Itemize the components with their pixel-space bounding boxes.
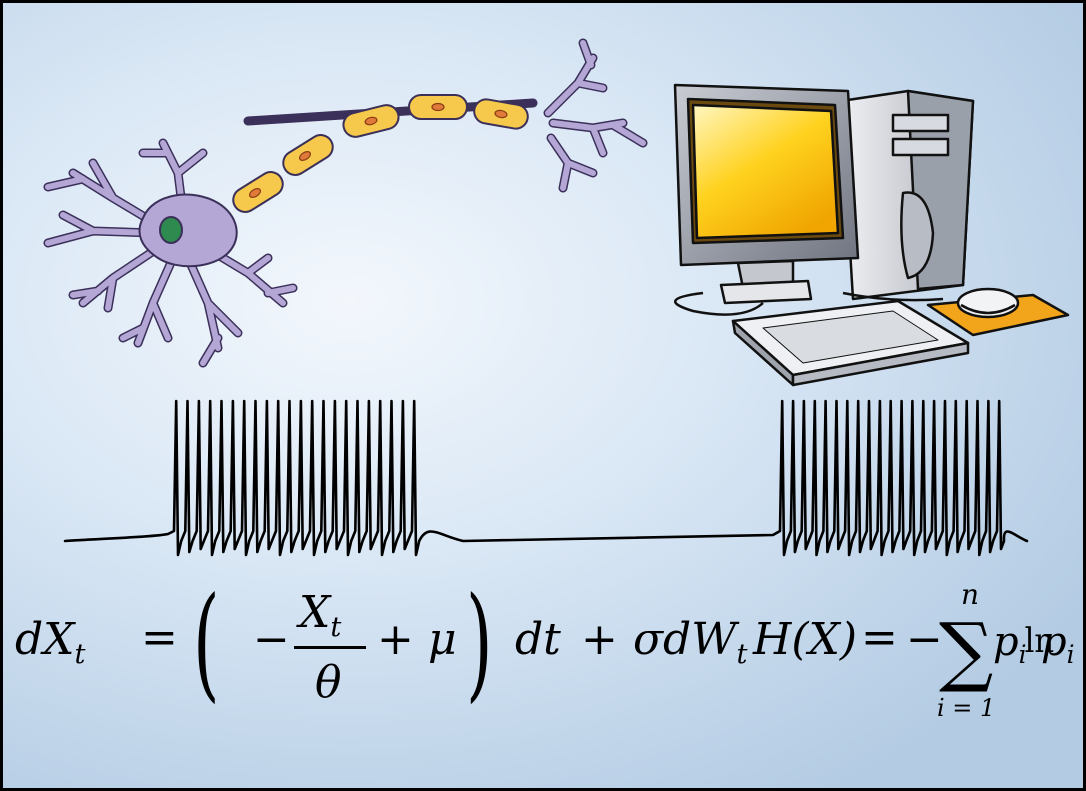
ou-num-x: X (299, 587, 331, 638)
ou-lhs-x: X (43, 614, 75, 665)
ou-fraction-numerator: Xt (299, 591, 341, 641)
ou-sigma: σ (633, 614, 664, 665)
ou-dw: dW (663, 614, 737, 665)
computer-cables (673, 291, 944, 316)
ou-mu: μ (428, 614, 457, 665)
neuron-nucleus (159, 216, 183, 244)
computer-tower (839, 89, 975, 301)
neuron-soma (138, 193, 238, 268)
entropy-ln: ln (1024, 621, 1055, 661)
ou-num-sub: t (330, 611, 342, 643)
membrane-potential-spike-train (63, 399, 1029, 557)
desktop-computer-illustration (673, 83, 1070, 387)
ou-fraction-bar (294, 646, 366, 649)
entropy-upper-limit: n (961, 578, 980, 611)
entropy-p2: p (1041, 619, 1067, 665)
ou-left-paren: ( (193, 571, 220, 715)
spike-trace (63, 399, 1029, 557)
entropy-summand-2: pi (1041, 619, 1075, 667)
ou-dt: dt (515, 614, 561, 665)
ou-minus: − (253, 614, 290, 665)
myelin-nodes (248, 102, 508, 198)
entropy-lhs: H(X) (753, 614, 858, 665)
dendrites-fill (45, 40, 646, 366)
entropy-lower-limit: i = 1 (937, 694, 996, 722)
entropy-p1: p (993, 619, 1019, 665)
ou-plus-2: + (581, 614, 618, 665)
entropy-minus: − (906, 614, 943, 665)
entropy-p2-sub: i (1066, 639, 1075, 669)
summation-icon: ∑ (939, 606, 994, 695)
neuron-illustration (43, 38, 648, 368)
entropy-equals: = (861, 612, 898, 663)
ou-lhs-sub: t (74, 638, 86, 670)
ou-plus-1: + (377, 614, 414, 665)
ou-fraction-denominator: θ (315, 657, 342, 708)
entropy-summand: pi (993, 619, 1027, 667)
computer-monitor (673, 83, 860, 305)
computer-mouse (926, 287, 1070, 337)
entropy-p1-sub: i (1018, 639, 1027, 669)
ou-equation: dXt (15, 618, 85, 668)
ou-dw-sub: t (736, 638, 748, 670)
ou-lhs-d: d (15, 614, 44, 665)
computer-keyboard (731, 299, 970, 387)
ou-equals: = (141, 612, 178, 663)
ou-sigma-dw: σdWt (633, 618, 747, 668)
ou-right-paren: ) (466, 571, 493, 715)
